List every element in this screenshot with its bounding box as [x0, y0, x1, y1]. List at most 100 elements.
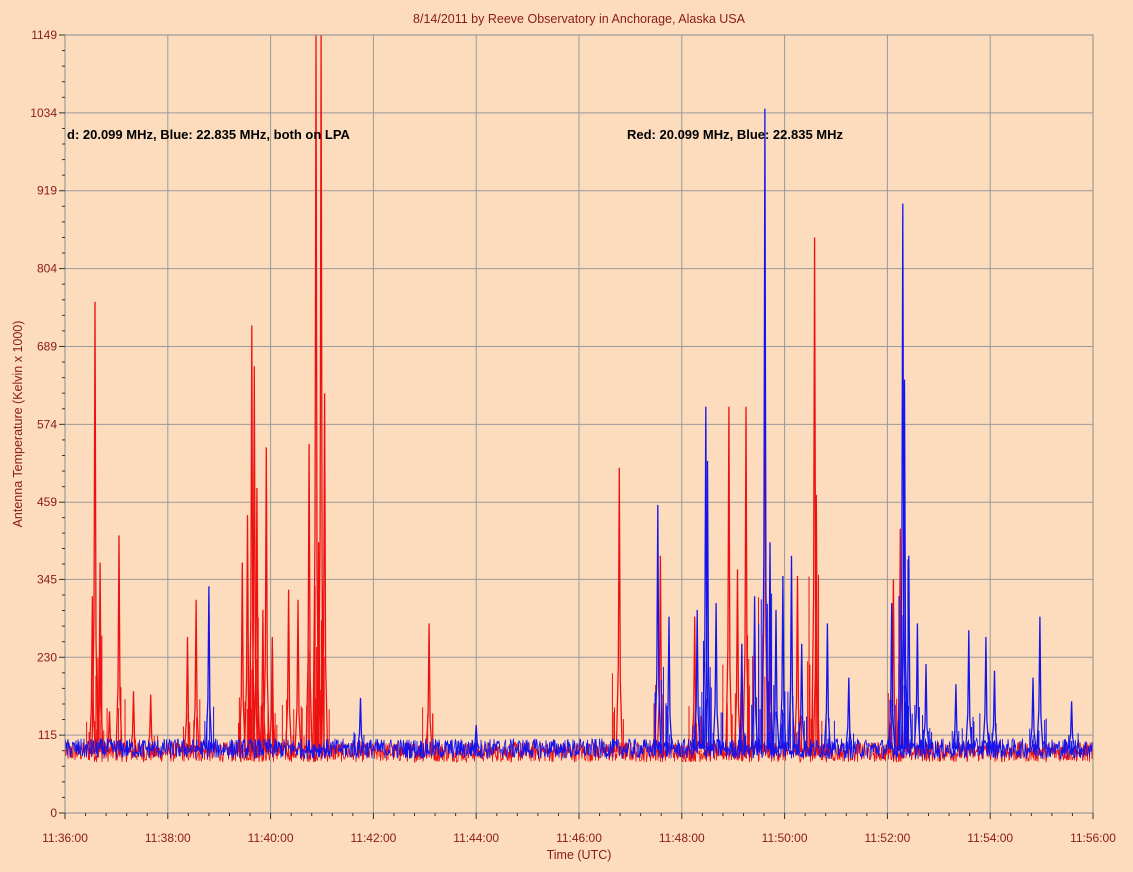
spike-red-line	[656, 555, 665, 753]
spike-blue	[911, 623, 925, 749]
x-tick-label: 11:56:00	[1070, 831, 1116, 845]
spike-blue-line	[654, 504, 662, 749]
spike-blue	[750, 596, 761, 749]
spike-blue-line	[761, 108, 769, 749]
spike-blue	[1032, 616, 1047, 749]
spike-blue	[654, 504, 664, 749]
spike-red-line	[305, 443, 313, 753]
spike-red-line	[192, 599, 200, 753]
y-tick-label: 0	[50, 806, 57, 820]
x-tick-label: 11:48:00	[659, 831, 705, 845]
spike-blue	[922, 663, 933, 749]
y-tick-label: 115	[38, 728, 57, 742]
spike-blue	[738, 643, 747, 749]
spike-blue-line	[1067, 701, 1076, 749]
y-tick-label: 1034	[30, 106, 57, 120]
spike-red	[611, 467, 624, 753]
spike-blue-line	[712, 603, 720, 749]
spike-red	[115, 535, 126, 753]
spike-blue	[701, 460, 712, 749]
spike-blue	[888, 603, 899, 749]
spike-blue	[795, 643, 808, 749]
spike-blue	[768, 609, 784, 749]
spike-blue-line	[922, 663, 930, 749]
spike-blue	[665, 616, 673, 749]
spike-blue-line	[798, 643, 806, 749]
spike-blue	[961, 630, 975, 749]
spike-blue-line	[1036, 616, 1044, 749]
x-tick-label: 11:44:00	[453, 831, 499, 845]
spike-red	[292, 599, 305, 753]
axes: 0 115 230 345 459 574 689 804 919 1034 1149 11:36:0…	[30, 28, 1116, 845]
x-tick-label: 11:52:00	[864, 831, 910, 845]
series-blue-line	[64, 737, 1094, 760]
y-tick-label: 459	[37, 495, 57, 509]
spike-red	[86, 596, 97, 753]
spike-red	[188, 599, 201, 753]
spike-blue-line	[738, 643, 746, 749]
spike-blue	[845, 677, 856, 749]
spike-red-line	[812, 494, 820, 753]
spike-red-line	[88, 596, 97, 753]
spike-red-line	[262, 447, 270, 753]
spike-red-line	[320, 393, 329, 753]
spike-red-line	[238, 562, 246, 753]
x-tick-label: 11:36:00	[42, 831, 88, 845]
spike-blue-line	[356, 697, 365, 749]
spike-blue	[787, 555, 796, 749]
y-tick-label: 345	[37, 572, 57, 586]
spike-red	[742, 406, 754, 753]
y-tick-label: 919	[37, 184, 57, 198]
spike-blue-line	[787, 555, 796, 749]
spike-blue-line	[900, 379, 909, 749]
spike-red-line	[725, 406, 733, 753]
spike-blue	[989, 670, 1001, 749]
y-tick-label: 230	[37, 650, 57, 664]
y-tick-label: 804	[37, 262, 57, 276]
spike-blue-line	[703, 460, 712, 749]
x-tick-label: 11:38:00	[145, 831, 191, 845]
y-tick-label: 574	[37, 417, 57, 431]
spike-blue-line	[472, 724, 480, 749]
x-tick-label: 11:46:00	[556, 831, 602, 845]
series-blue	[64, 108, 1094, 760]
x-tick-label: 11:50:00	[762, 831, 808, 845]
spike-blue	[775, 575, 787, 749]
spike-red-line	[253, 487, 261, 753]
x-tick-label: 11:54:00	[967, 831, 1013, 845]
spike-blue-line	[1029, 677, 1037, 749]
y-tick-label: 689	[37, 339, 57, 353]
grid	[64, 34, 1094, 814]
spike-red	[281, 589, 295, 753]
spike-red	[422, 623, 434, 753]
y-tick-label: 1149	[31, 28, 57, 42]
spike-blue-line	[693, 609, 701, 749]
x-tick-label: 11:42:00	[350, 831, 396, 845]
annotation-left: d: 20.099 MHz, Blue: 22.835 MHz, both on…	[67, 127, 351, 142]
spike-blue-line	[665, 616, 673, 749]
spike-blue-line	[899, 203, 907, 749]
spike-blue	[951, 684, 960, 749]
spike-red-line	[425, 623, 433, 753]
spike-blue	[709, 603, 723, 749]
spike-blue-line	[952, 684, 960, 749]
x-axis-label: Time (UTC)	[547, 848, 612, 862]
spike-red-line	[294, 599, 302, 753]
spike-blue-line	[772, 609, 780, 749]
spike-blue-line	[965, 630, 973, 749]
spike-red	[317, 393, 330, 753]
spike-blue	[902, 555, 916, 749]
spike-blue-line	[982, 636, 990, 749]
annotation-right: Red: 20.099 MHz, Blue: 22.835 MHz	[627, 127, 844, 142]
spike-blue	[353, 697, 365, 749]
y-axis-label: Antenna Temperature (Kelvin x 1000)	[11, 321, 25, 528]
spike-blue	[1064, 701, 1079, 749]
spike-blue	[979, 636, 990, 749]
spike-blue	[472, 724, 482, 749]
x-tick-label: 11:40:00	[248, 831, 294, 845]
spike-red-line	[615, 467, 623, 753]
plot-area	[64, 34, 1094, 764]
spike-blue	[821, 623, 835, 749]
chart-title: 8/14/2011 by Reeve Observatory in Anchor…	[413, 12, 746, 26]
